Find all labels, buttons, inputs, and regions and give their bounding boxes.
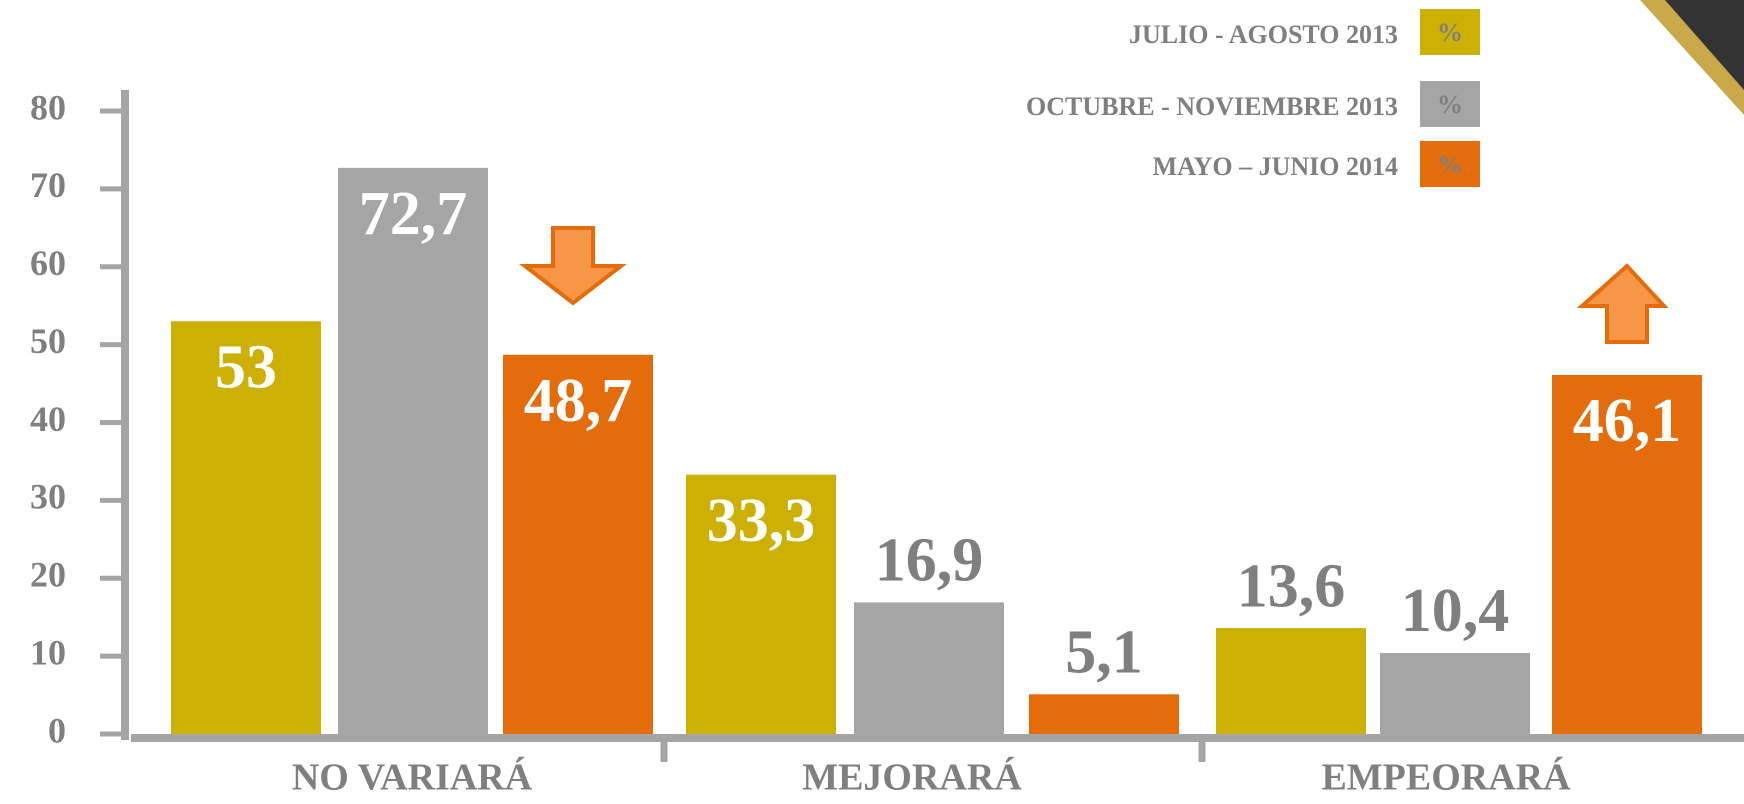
- legend-label: JULIO - AGOSTO 2013: [1129, 20, 1398, 49]
- legend-symbol: %: [1437, 18, 1463, 47]
- x-tick-label: EMPEORARÁ: [1321, 757, 1571, 799]
- y-tick-label: 60: [30, 243, 66, 283]
- bar: [854, 602, 1004, 734]
- value-label: 10,4: [1401, 577, 1510, 645]
- y-tick-label: 80: [30, 87, 66, 127]
- y-tick-label: 30: [30, 477, 66, 517]
- bar: [338, 168, 488, 734]
- value-label: 72,7: [359, 180, 468, 248]
- legend-symbol: %: [1437, 150, 1463, 179]
- value-label: 46,1: [1573, 387, 1682, 455]
- legend-label: OCTUBRE - NOVIEMBRE 2013: [1026, 92, 1398, 121]
- value-label: 5,1: [1065, 619, 1143, 687]
- y-tick-label: 10: [30, 632, 66, 672]
- down-arrow: [525, 228, 621, 303]
- bar: [1216, 628, 1366, 734]
- value-label: 16,9: [875, 527, 984, 595]
- up-arrow: [1582, 266, 1664, 342]
- bar: [1380, 653, 1530, 734]
- legend-symbol: %: [1437, 90, 1463, 119]
- y-tick-label: 0: [48, 710, 66, 750]
- y-tick-label: 50: [30, 321, 66, 361]
- bar: [1029, 694, 1179, 734]
- value-label: 48,7: [524, 367, 633, 435]
- y-tick-label: 40: [30, 399, 66, 439]
- value-label: 53: [215, 333, 277, 401]
- chart: 0 10 20 30 40 50 60 70 80 NO VARIARÁ MEJORARÁ EMPEO…: [0, 0, 1744, 804]
- x-tick-label: NO VARIARÁ: [292, 757, 533, 799]
- x-tick-label: MEJORARÁ: [802, 757, 1022, 799]
- y-tick-label: 70: [30, 165, 66, 205]
- y-tick-label: 20: [30, 555, 66, 595]
- value-label: 13,6: [1237, 552, 1346, 620]
- legend-label: MAYO – JUNIO 2014: [1153, 152, 1398, 181]
- value-label: 33,3: [707, 487, 816, 555]
